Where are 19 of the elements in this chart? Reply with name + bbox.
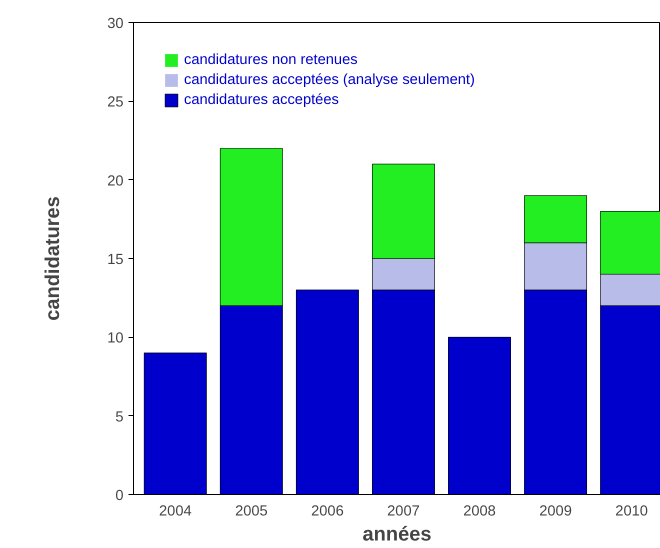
legend-label: candidatures non retenues (184, 52, 358, 68)
y-tick-label: 10 (107, 330, 124, 347)
y-tick-label: 15 (107, 252, 124, 268)
legend-label: candidatures acceptées (analyse seulement) (184, 72, 475, 88)
x-tick-label: 2005 (235, 504, 268, 520)
x-tick-label: 2010 (615, 504, 648, 520)
x-tick-label: 2008 (463, 504, 496, 520)
y-tick-label: 30 (107, 16, 124, 32)
x-tick-label: 2004 (159, 504, 192, 520)
y-tick-label: 25 (107, 94, 124, 111)
legend-label: candidatures acceptées (184, 92, 339, 108)
y-tick-label: 5 (115, 409, 124, 426)
y-tick-label: 0 (115, 488, 124, 504)
y-axis-title: candidatures (42, 196, 64, 321)
x-tick-label: 2009 (539, 504, 572, 520)
x-axis-title: années (362, 524, 432, 546)
y-tick-label: 20 (107, 173, 124, 190)
x-tick-label: 2007 (387, 504, 420, 520)
x-tick-label: 2006 (311, 504, 344, 520)
